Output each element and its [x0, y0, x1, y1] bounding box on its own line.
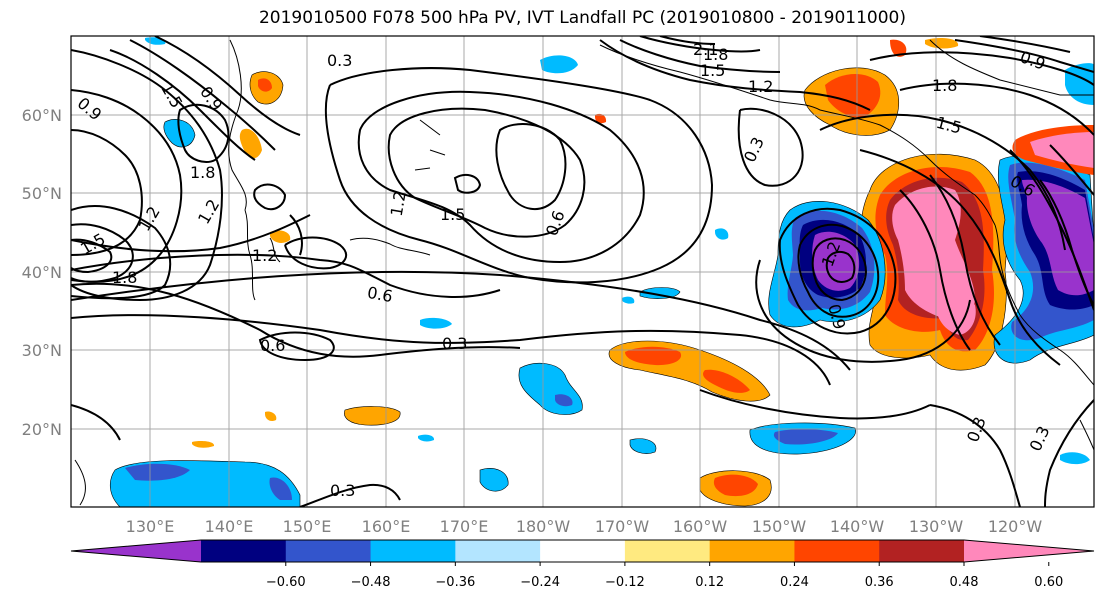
- negative-anomaly-region: [1022, 179, 1094, 296]
- colorbar-segment: [370, 540, 456, 562]
- contour-label: 0.6: [366, 283, 394, 306]
- latitude-label: 50°N: [22, 184, 62, 203]
- contour-label: 0.3: [330, 481, 355, 500]
- longitude-label: 170°E: [440, 517, 489, 536]
- pv-contours: [71, 36, 1094, 507]
- positive-anomaly-region: [890, 39, 907, 57]
- map-content: [71, 36, 1094, 507]
- colorbar-outline: [70, 539, 1095, 563]
- colorbar: [70, 539, 1095, 563]
- colorbar-tick-label: −0.24: [520, 575, 560, 590]
- colorbar-extend-left: [71, 540, 201, 562]
- negative-anomaly-region: [1060, 452, 1090, 465]
- positive-anomaly-region: [270, 230, 291, 243]
- longitude-label: 130°W: [909, 517, 964, 536]
- contour-label: 0.3: [442, 334, 467, 353]
- latitude-label: 30°N: [22, 341, 62, 360]
- longitude-label: 150°W: [752, 517, 807, 536]
- positive-anomaly-region: [239, 128, 262, 159]
- longitude-label: 120°W: [988, 517, 1043, 536]
- negative-anomaly-region: [622, 296, 635, 304]
- negative-anomaly-region: [418, 434, 435, 442]
- negative-anomaly-region: [269, 477, 292, 500]
- negative-anomaly-region: [639, 287, 681, 299]
- colorbar-segment: [624, 540, 711, 562]
- negative-anomaly-region: [773, 429, 838, 445]
- colorbar-tick-label: 0.12: [695, 575, 724, 590]
- colorbar-tick-label: −0.12: [605, 575, 645, 590]
- positive-anomaly-region: [935, 294, 976, 335]
- negative-anomaly-region: [420, 317, 452, 329]
- colorbar-ticks: −0.60 −0.48 −0.36 −0.24 −0.12 0.12 0.24 0.36 0.4…: [266, 562, 1063, 590]
- contour-label: 0.6: [260, 336, 285, 355]
- negative-anomaly-region: [555, 394, 573, 407]
- colorbar-tick-label: 0.24: [780, 575, 809, 590]
- map-border: [70, 35, 1095, 508]
- negative-anomaly-region: [629, 438, 657, 454]
- colorbar-segment: [455, 540, 541, 562]
- positive-anomaly-region: [825, 74, 881, 118]
- longitude-label: 140°W: [830, 517, 885, 536]
- latitude-labels: 20°N 30°N 40°N 50°N 60°N: [22, 106, 62, 439]
- contour-label: 1.8: [932, 76, 957, 95]
- longitude-label: 180°W: [516, 517, 571, 536]
- positive-anomaly-region: [595, 113, 607, 124]
- colorbar-tick-label: 0.60: [1034, 575, 1063, 590]
- longitude-label: 160°W: [673, 517, 728, 536]
- colorbar-segment: [879, 540, 965, 562]
- plot-title: 2019010500 F078 500 hPa PV, IVT Landfall…: [258, 8, 906, 28]
- negative-anomaly-region: [715, 228, 729, 240]
- negative-anomaly-region: [125, 463, 190, 481]
- contour-label: 1.2: [387, 189, 410, 217]
- contour-label: 1.8: [112, 268, 137, 287]
- positive-anomaly-region: [265, 411, 277, 422]
- contour-labels: 0.3 0.3 0.3 0.3 0.3 0.3 0.6 0.6 0.6 0.6 …: [74, 40, 1054, 500]
- negative-anomaly-region: [812, 231, 860, 291]
- colorbar-segment: [709, 540, 795, 562]
- longitude-label: 130°E: [126, 517, 175, 536]
- positive-anomaly-region: [703, 369, 750, 393]
- contour-label: 1.8: [703, 45, 728, 64]
- longitude-label: 140°E: [205, 517, 254, 536]
- positive-anomaly-region: [192, 441, 215, 448]
- colorbar-segment: [794, 540, 880, 562]
- contour-label: 0.3: [327, 51, 352, 70]
- longitude-labels: 130°E 140°E 150°E 160°E 170°E 180°W 170°…: [126, 517, 1043, 536]
- positive-anomaly-region: [625, 346, 682, 366]
- contour-label: 2.1: [693, 40, 718, 59]
- colorbar-segment: [201, 540, 287, 562]
- latitude-label: 40°N: [22, 263, 62, 282]
- contour-label: 1.5: [440, 205, 465, 224]
- positive-anomaly-region: [258, 78, 272, 92]
- negative-anomaly-region: [479, 468, 509, 492]
- colorbar-tick-label: 0.36: [865, 575, 894, 590]
- longitude-label: 160°E: [362, 517, 411, 536]
- colorbar-tick-label: −0.36: [435, 575, 475, 590]
- contour-label: 1.8: [190, 163, 215, 182]
- positive-anomaly-region: [713, 474, 758, 497]
- colorbar-segment: [285, 540, 372, 562]
- shading-layer: [110, 37, 1094, 507]
- positive-anomaly-region: [925, 38, 959, 49]
- colorbar-tick-label: 0.48: [950, 575, 979, 590]
- latitude-label: 60°N: [22, 106, 62, 125]
- colorbar-extend-right: [964, 540, 1094, 562]
- contour-label: 1.2: [252, 246, 277, 265]
- positive-anomaly-region: [344, 406, 401, 426]
- colorbar-tick-label: −0.48: [351, 575, 391, 590]
- positive-anomaly-region: [1030, 132, 1094, 168]
- longitude-label: 150°E: [283, 517, 332, 536]
- colorbar-tick-label: −0.60: [266, 575, 306, 590]
- negative-anomaly-region: [540, 55, 578, 74]
- longitude-label: 170°W: [595, 517, 650, 536]
- latitude-label: 20°N: [22, 420, 62, 439]
- contour-label: 1.2: [748, 77, 773, 96]
- contour-label: 1.5: [700, 61, 725, 80]
- colorbar-segment: [540, 540, 626, 562]
